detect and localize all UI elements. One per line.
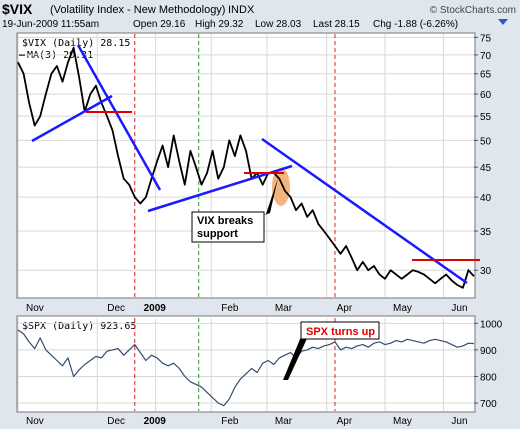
chart-symbol: $VIX xyxy=(2,1,33,17)
change-value: Chg -1.88 (-6.26%) xyxy=(373,19,458,30)
lower-y-tick-label: 1000 xyxy=(480,319,503,330)
spx-series-line xyxy=(17,329,475,407)
lower-x-tick-label: May xyxy=(393,416,412,427)
vix-legend-label: $VIX (Daily) 28.15 xyxy=(22,38,130,49)
lower-x-tick-label: Mar xyxy=(275,416,293,427)
trendline-nov-support xyxy=(31,94,113,143)
high-value: High 29.32 xyxy=(195,19,244,30)
main-x-tick-label: May xyxy=(393,303,412,314)
lower-x-tick-label: Apr xyxy=(337,416,353,427)
main-y-tick-label: 45 xyxy=(480,163,492,174)
down-arrow-icon xyxy=(498,19,508,25)
spx-callout-pointer xyxy=(283,332,310,380)
spx-callout-label: SPX turns up xyxy=(306,326,375,338)
lower-x-tick-label: Jun xyxy=(451,416,467,427)
timestamp: 19-Jun-2009 11:55am xyxy=(2,19,99,30)
main-x-tick-label: Feb xyxy=(221,303,239,314)
main-y-tick-label: 30 xyxy=(480,266,492,277)
vix-callout-pointer xyxy=(262,178,278,216)
lower-x-tick-label: Dec xyxy=(107,416,125,427)
spx-legend-label: $SPX (Daily) 923.65 xyxy=(22,321,136,332)
main-y-tick-label: 40 xyxy=(480,193,492,204)
main-y-tick-label: 70 xyxy=(480,51,492,62)
main-x-tick-label: Mar xyxy=(275,303,293,314)
ma-legend-label: MA(3) 29.31 xyxy=(27,50,93,61)
lower-y-tick-label: 900 xyxy=(480,346,497,357)
vix-callout-line-2: support xyxy=(197,228,238,240)
chart-description: (Volatility Index - New Methodology) xyxy=(50,4,225,16)
lower-x-tick-label: Nov xyxy=(26,416,44,427)
trendline-nov-dec-down xyxy=(76,44,162,191)
support-break-highlight xyxy=(272,168,290,206)
main-y-tick-label: 55 xyxy=(480,112,492,123)
low-value: Low 28.03 xyxy=(255,19,302,30)
main-y-tick-label: 50 xyxy=(480,136,492,147)
spx-callout-box xyxy=(300,321,380,340)
main-x-tick-label: 2009 xyxy=(144,303,167,314)
main-y-tick-label: 60 xyxy=(480,90,492,101)
vix-callout-box xyxy=(191,211,265,243)
main-x-tick-label: Jun xyxy=(451,303,467,314)
watermark: © StockCharts.com xyxy=(430,5,516,16)
last-value: Last 28.15 xyxy=(313,19,360,30)
lower-x-tick-label: Feb xyxy=(221,416,239,427)
lower-x-tick-label: 2009 xyxy=(144,416,167,427)
lower-y-tick-label: 700 xyxy=(480,399,497,410)
main-x-tick-label: Apr xyxy=(337,303,353,314)
main-y-tick-label: 65 xyxy=(480,70,492,81)
lower-panel-bg xyxy=(16,315,476,413)
open-value: Open 29.16 xyxy=(133,19,186,30)
chart-exchange: INDX xyxy=(228,4,255,16)
vix-callout-line-1: VIX breaks xyxy=(197,215,253,227)
main-panel-bg xyxy=(16,32,476,299)
vix-ma-series-line xyxy=(17,46,475,289)
lower-y-tick-label: 800 xyxy=(480,372,497,383)
main-x-tick-label: Nov xyxy=(26,303,44,314)
main-y-tick-label: 75 xyxy=(480,33,492,44)
main-y-tick-label: 35 xyxy=(480,227,492,238)
main-x-tick-label: Dec xyxy=(107,303,125,314)
